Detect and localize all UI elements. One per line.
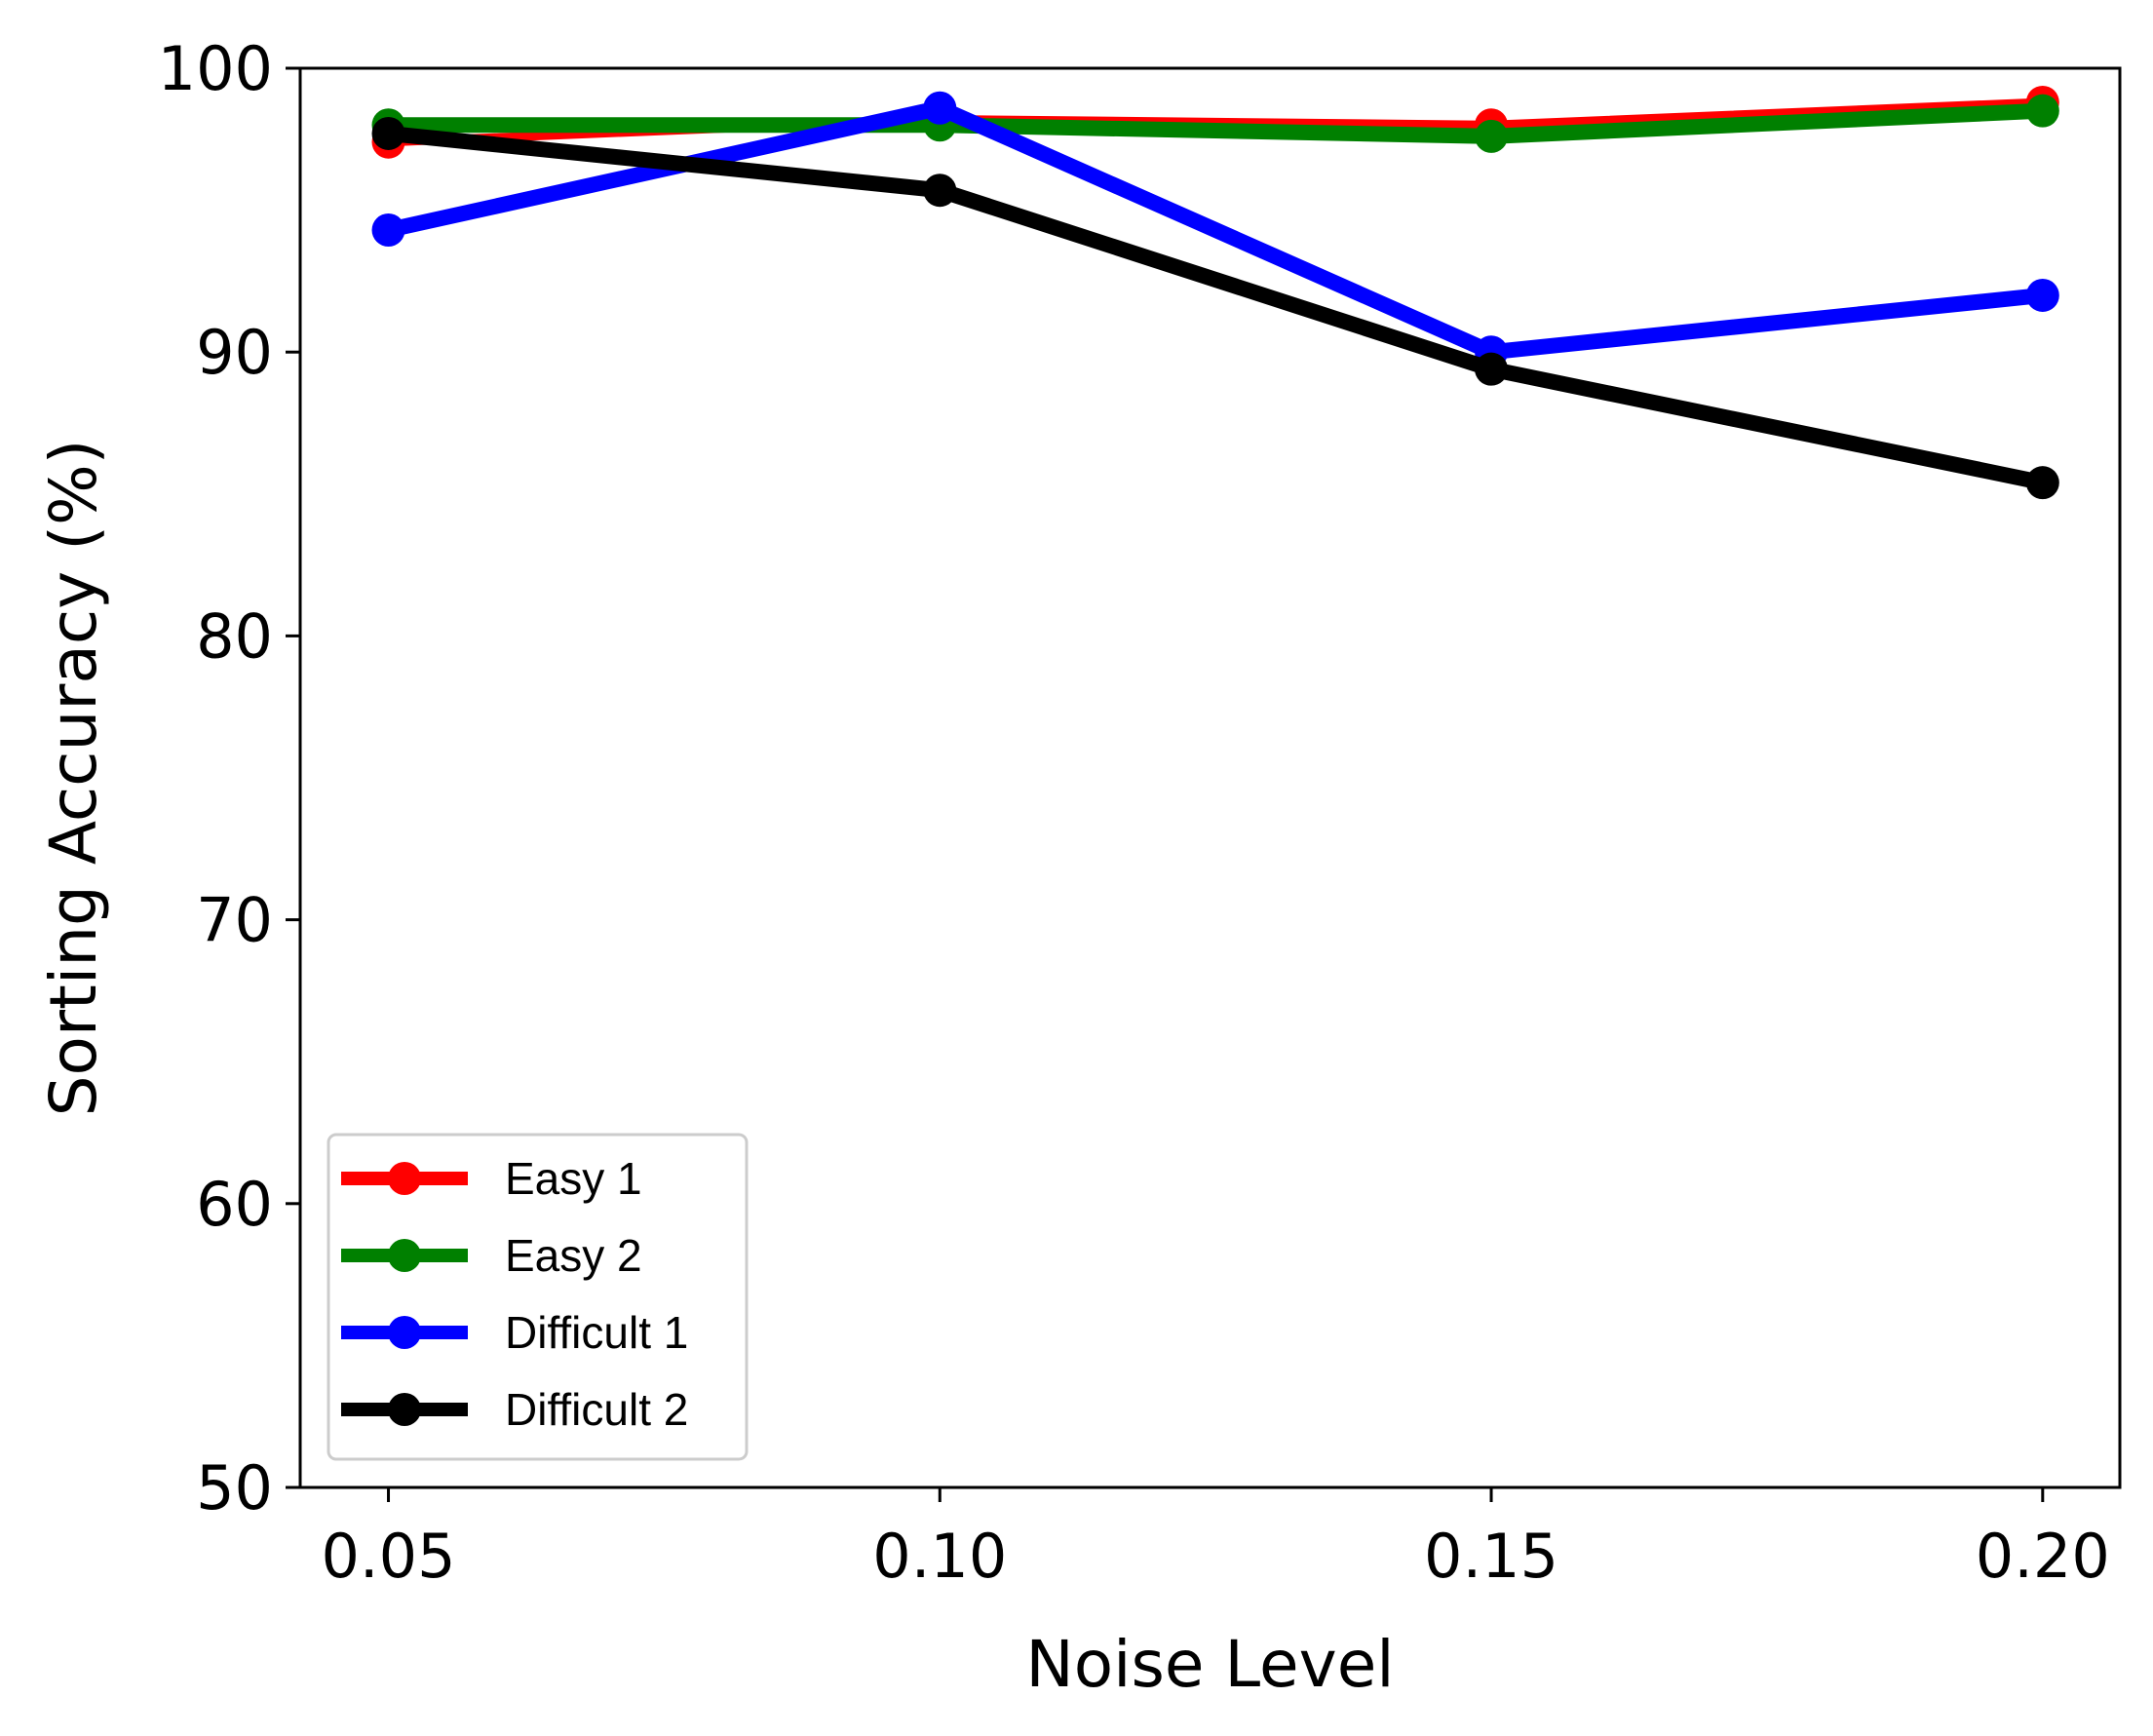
legend-label: Difficult 1 [505,1307,688,1358]
y-tick-label: 70 [196,885,273,956]
data-point-difficult-2 [923,174,957,208]
series-difficult-2 [371,116,2059,500]
data-point-difficult-1 [371,212,405,247]
plot-series-group [371,85,2059,500]
legend-box [327,1133,749,1461]
x-tick-label: 0.10 [872,1521,1007,1592]
data-point-difficult-2 [1475,352,1509,386]
legend: Easy 1 Easy 2 Difficult 1 Difficult 2 [327,1133,749,1461]
data-point-easy-2 [2025,94,2059,128]
y-tick-label: 90 [196,317,273,388]
y-axis: 50 60 70 80 90 100 [158,33,300,1524]
y-tick-label: 50 [196,1452,273,1524]
legend-marker [388,1239,421,1272]
data-point-difficult-2 [371,116,405,150]
series-line-difficult-2 [387,126,2045,490]
legend-label: Difficult 2 [505,1384,688,1435]
x-axis: 0.05 0.10 0.15 0.20 [321,1487,2110,1592]
legend-marker [388,1162,421,1195]
data-point-easy-2 [1475,119,1509,153]
legend-label: Easy 1 [505,1153,642,1204]
series-line-easy-2 [388,102,2044,144]
x-tick-label: 0.20 [1976,1521,2110,1592]
x-tick-label: 0.15 [1424,1521,1558,1592]
y-tick-label: 60 [196,1169,273,1240]
y-axis-label: Sorting Accuracy (%) [36,440,111,1117]
y-tick-label: 80 [196,600,273,672]
legend-label: Easy 2 [505,1230,642,1281]
legend-marker [388,1393,421,1426]
x-axis-label: Noise Level [1025,1627,1394,1702]
x-tick-label: 0.05 [321,1521,455,1592]
data-point-difficult-1 [2025,278,2059,312]
y-tick-label: 100 [158,33,273,104]
legend-item-difficult-1: Difficult 1 [341,1307,688,1358]
data-point-difficult-1 [923,91,957,125]
legend-marker [388,1316,421,1349]
plot-frame [298,66,2122,1489]
legend-item-easy-1: Easy 1 [341,1153,642,1204]
data-point-difficult-2 [2025,466,2059,500]
legend-item-easy-2: Easy 2 [341,1230,642,1281]
legend-item-difficult-2: Difficult 2 [341,1384,688,1435]
